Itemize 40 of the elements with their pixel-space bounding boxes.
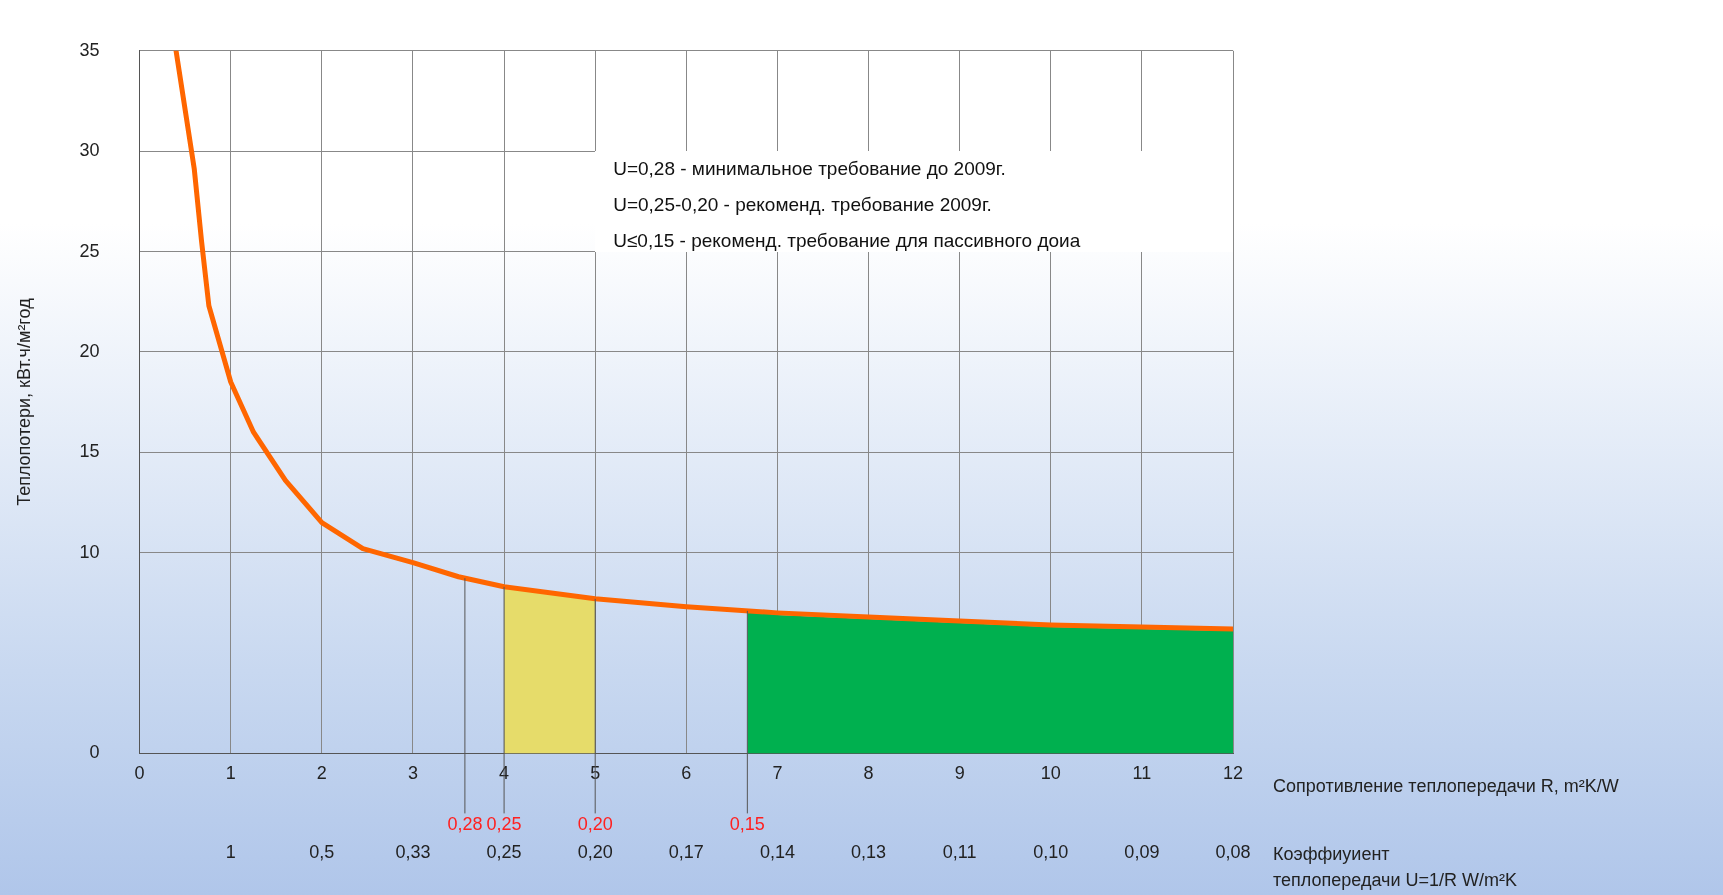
y-tick-label: 35 [79, 39, 100, 60]
x-tick-label: 8 [863, 763, 874, 784]
text: 0,25 [486, 842, 522, 863]
y-tick-label: 25 [79, 240, 100, 261]
text: 0,33 [395, 842, 431, 863]
x2-axis-title: Коэффиуиент теплопередачи U=1/R W/m²K [1273, 844, 1517, 891]
y-axis-title: Теплопотери, кВт.ч/м²год [13, 297, 34, 506]
text: 0,17 [668, 842, 704, 863]
x-tick-label: 10 [1040, 763, 1061, 784]
text: 0,13 [851, 842, 887, 863]
x-axis-title: Сопротивление теплопередачи R, m²K/W [1273, 776, 1619, 797]
x-tick-label: 3 [407, 763, 418, 784]
text: 0,11 [942, 842, 977, 863]
x-tick-label: 1 [225, 763, 236, 784]
x-tick-label: 2 [316, 763, 327, 784]
x-tick-label: 7 [772, 763, 783, 784]
text: 0,25 [486, 814, 522, 835]
text: 0,5 [309, 842, 335, 863]
text: 0,09 [1124, 842, 1160, 863]
text: 0,15 [729, 814, 765, 835]
text: 0,10 [1033, 842, 1069, 863]
y-tick-label: 15 [79, 441, 100, 462]
text: 0,20 [577, 842, 613, 863]
text: 0,14 [759, 842, 795, 863]
x-tick-label: 11 [1132, 763, 1152, 784]
x-tick-label: 4 [499, 763, 510, 784]
text: 1 [225, 842, 236, 863]
text: 0,28 [447, 814, 483, 835]
x-tick-label: 6 [681, 763, 692, 784]
x-tick-label: 5 [590, 763, 601, 784]
y-tick-label: 0 [89, 742, 100, 763]
y-tick-label: 30 [79, 140, 100, 161]
x-tick-label: 12 [1222, 763, 1244, 784]
text: 0,08 [1215, 842, 1251, 863]
y-tick-label: 20 [79, 340, 100, 361]
y-tick-label: 10 [79, 541, 100, 562]
text: 0,20 [577, 814, 613, 835]
x-tick-label: 9 [954, 763, 965, 784]
note-box: U=0,28 - минимальное требование до 2009г. U=0,25-0,20 - рекоменд. требование 2009г. U≤0,15 - рекоменд. требование для пассивного доиа [595, 151, 1233, 252]
x-tick-label: 0 [134, 763, 145, 784]
